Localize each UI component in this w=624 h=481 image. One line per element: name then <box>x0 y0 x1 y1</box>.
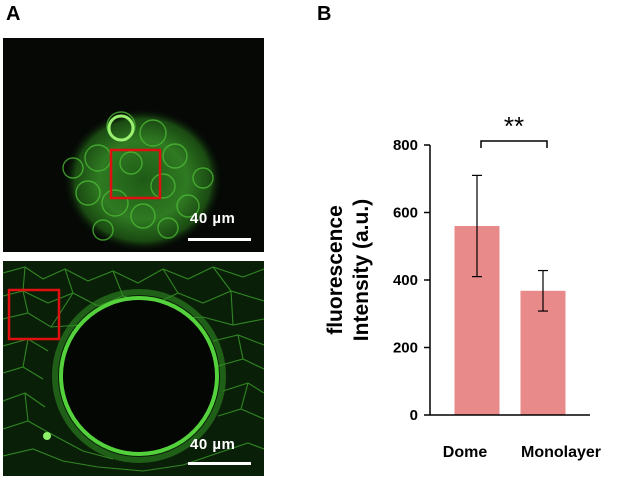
fluorescence-bar-chart: fluorescence Intensity (a.u.) 0 200 400 600 8… <box>324 111 601 461</box>
y-axis-title-line: Intensity (a.u.) <box>350 199 373 341</box>
x-category-label: Dome <box>443 444 488 461</box>
dome-micrograph <box>3 38 264 252</box>
bars <box>454 174 566 415</box>
scale-bar-label: 40 µm <box>190 436 236 453</box>
panel-label-b: B <box>317 3 332 25</box>
scale-bar <box>188 462 251 465</box>
panel-label-a: A <box>6 3 21 25</box>
scale-bar <box>188 238 251 241</box>
y-axis-title: fluorescence Intensity (a.u.) <box>324 199 373 341</box>
y-axis-title-line: fluorescence <box>324 205 347 335</box>
significance-bracket: ** <box>480 111 548 148</box>
x-category-label: Monolayer <box>521 444 601 461</box>
monolayer-micrograph <box>3 261 264 476</box>
bracket-line <box>480 140 548 148</box>
y-axis: 0 200 400 600 800 <box>393 137 431 424</box>
roi-box-top <box>109 148 162 200</box>
y-tick-label: 400 <box>393 272 418 289</box>
roi-box-bottom <box>7 288 61 341</box>
y-tick-label: 800 <box>393 137 418 154</box>
scale-bar-label: 40 µm <box>190 210 236 227</box>
significance-label: ** <box>504 111 524 141</box>
y-tick-label: 200 <box>393 340 418 357</box>
x-axis: Dome Monolayer <box>430 414 601 461</box>
y-tick-label: 600 <box>393 205 418 222</box>
y-tick-label: 0 <box>410 407 418 424</box>
